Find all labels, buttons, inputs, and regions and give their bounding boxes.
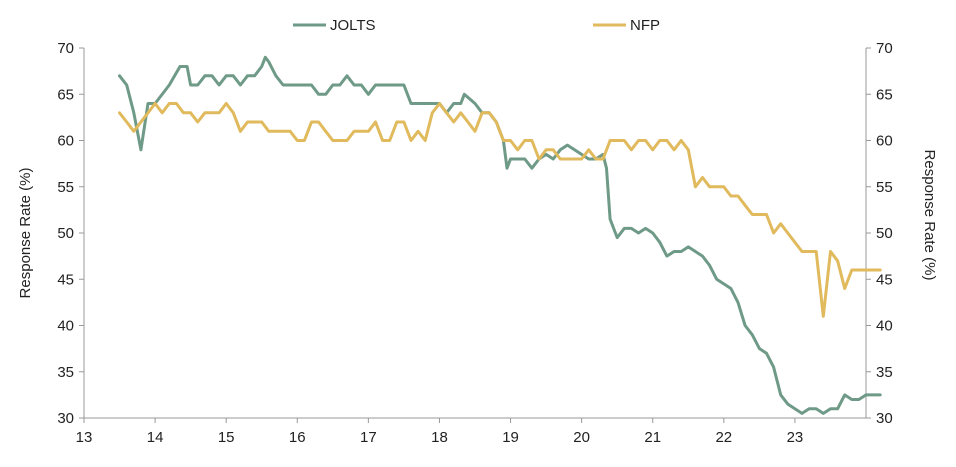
x-tick-label: 18 <box>431 429 448 446</box>
y-tick-label-left: 70 <box>57 40 74 57</box>
x-tick-label: 17 <box>360 429 377 446</box>
y-tick-label-right: 35 <box>876 364 893 381</box>
y-tick-label-right: 45 <box>876 271 893 288</box>
y-tick-label-left: 60 <box>57 133 74 150</box>
x-tick-label: 14 <box>147 429 164 446</box>
series-layer <box>118 55 882 415</box>
y-ticks-right: 30 35 40 45 50 55 60 65 70 <box>866 40 893 427</box>
y-axis-title-right: Response Rate (%) <box>921 150 938 281</box>
series-line-jolts <box>118 55 882 415</box>
y-tick-label-right: 30 <box>876 410 893 427</box>
y-tick-label-right: 65 <box>876 86 893 103</box>
y-tick-label-right: 55 <box>876 179 893 196</box>
y-tick-label-right: 60 <box>876 133 893 150</box>
y-tick-label-left: 55 <box>57 179 74 196</box>
x-tick-label: 15 <box>218 429 235 446</box>
y-tick-label-right: 50 <box>876 225 893 242</box>
y-tick-label-left: 30 <box>57 410 74 427</box>
y-tick-label-left: 65 <box>57 86 74 103</box>
y-ticks-left: 30 35 40 45 50 55 60 65 70 <box>57 40 84 427</box>
x-tick-label: 23 <box>787 429 804 446</box>
y-tick-label-right: 70 <box>876 40 893 57</box>
series-line-nfp <box>118 102 882 318</box>
y-axis-title-left: Response Rate (%) <box>17 168 34 299</box>
y-tick-label-left: 45 <box>57 271 74 288</box>
x-tick-label: 19 <box>502 429 519 446</box>
y-tick-label-right: 40 <box>876 318 893 335</box>
legend-label-nfp: NFP <box>630 17 660 34</box>
legend: JOLTS NFP <box>293 17 660 34</box>
y-tick-label-left: 35 <box>57 364 74 381</box>
x-tick-label: 16 <box>289 429 306 446</box>
x-tick-label: 20 <box>573 429 590 446</box>
x-tick-label: 22 <box>715 429 732 446</box>
legend-label-jolts: JOLTS <box>330 17 376 34</box>
y-tick-label-left: 50 <box>57 225 74 242</box>
x-ticks: 13 14 15 16 17 18 19 20 21 22 23 <box>76 418 804 446</box>
y-tick-label-left: 40 <box>57 318 74 335</box>
x-tick-label: 13 <box>76 429 93 446</box>
x-tick-label: 21 <box>644 429 661 446</box>
